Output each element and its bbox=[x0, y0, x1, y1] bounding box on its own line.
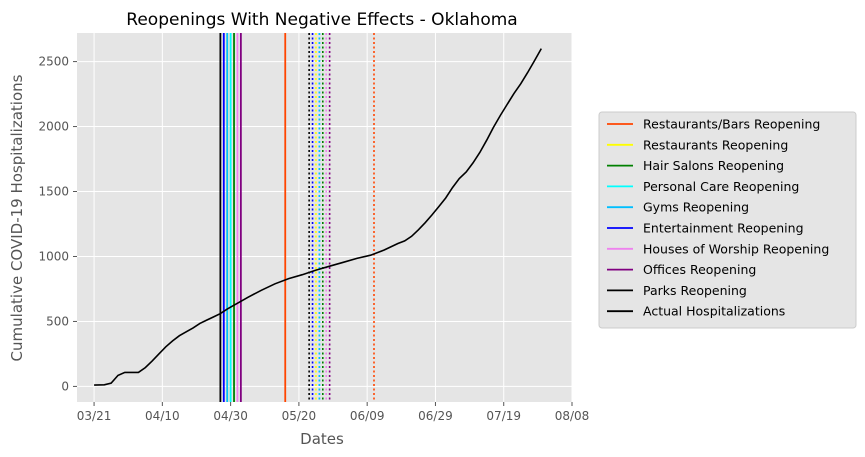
hair-salons-reopening-legend-label: Hair Salons Reopening bbox=[643, 158, 784, 173]
x-axis-label: Dates bbox=[300, 430, 344, 448]
gyms-reopening-legend-label: Gyms Reopening bbox=[643, 200, 749, 215]
y-axis-ticks: 0 500 1000 1500 2000 2500 bbox=[38, 55, 77, 393]
x-axis-ticks: 03/21 04/10 04/30 05/20 06/09 06/29 07/19 08/08 bbox=[77, 402, 590, 423]
y-axis-label: Cumulative COVID-19 Hospitalizations bbox=[8, 74, 26, 361]
x-tick-label: 07/19 bbox=[486, 409, 521, 423]
plot-area bbox=[77, 33, 572, 402]
legend: Restaurants/Bars Reopening Restaurants Re… bbox=[598, 111, 857, 329]
x-tick-label: 06/29 bbox=[418, 409, 453, 423]
parks-reopening-legend-label: Parks Reopening bbox=[643, 283, 747, 298]
legend-box bbox=[598, 111, 857, 329]
restaurants-reopening-legend-label: Restaurants Reopening bbox=[643, 137, 788, 152]
actual-hospitalizations-legend-label: Actual Hospitalizations bbox=[643, 304, 785, 319]
y-tick-label: 500 bbox=[46, 314, 69, 328]
x-tick-label: 05/20 bbox=[282, 409, 317, 423]
entertainment-reopening-legend-label: Entertainment Reopening bbox=[643, 221, 804, 236]
reopening-lines bbox=[219, 33, 375, 402]
x-tick-label: 04/30 bbox=[213, 409, 248, 423]
y-tick-label: 2000 bbox=[38, 120, 69, 134]
x-tick-label: 03/21 bbox=[77, 409, 112, 423]
personal-care-reopening-legend-label: Personal Care Reopening bbox=[643, 179, 799, 194]
y-tick-label: 2500 bbox=[38, 55, 69, 69]
chart-title: Reopenings With Negative Effects - Oklah… bbox=[126, 10, 517, 30]
actual-hospitalizations-line bbox=[94, 48, 542, 386]
x-tick-label: 06/09 bbox=[350, 409, 385, 423]
gridlines bbox=[77, 33, 573, 402]
restaurants-bars-reopening-legend-label: Restaurants/Bars Reopening bbox=[643, 117, 820, 132]
y-tick-label: 1500 bbox=[38, 185, 69, 199]
y-tick-label: 0 bbox=[61, 379, 69, 393]
offices-reopening-legend-label: Offices Reopening bbox=[643, 262, 756, 277]
x-tick-label: 04/10 bbox=[145, 409, 180, 423]
y-tick-label: 1000 bbox=[38, 249, 69, 263]
x-tick-label: 08/08 bbox=[555, 409, 590, 423]
houses-of-worship-reopening-legend-label: Houses of Worship Reopening bbox=[643, 241, 829, 256]
